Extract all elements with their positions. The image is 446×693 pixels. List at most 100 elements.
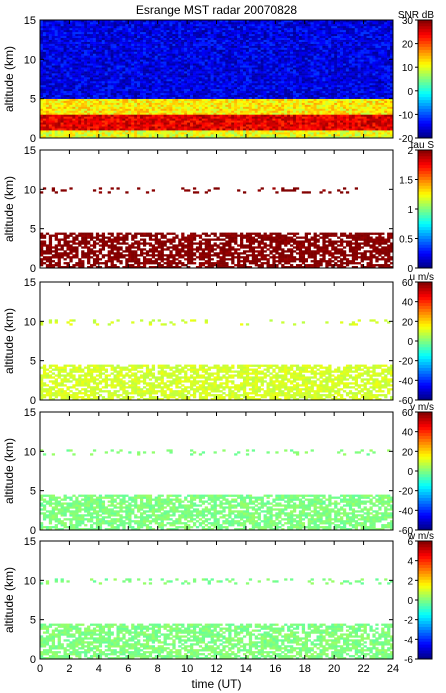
data-cell bbox=[75, 132, 79, 135]
data-cell bbox=[157, 77, 161, 80]
data-cell bbox=[101, 134, 106, 137]
data-cell bbox=[98, 25, 103, 29]
data-cell bbox=[266, 47, 270, 50]
data-cell bbox=[42, 94, 47, 97]
data-cell bbox=[75, 33, 79, 37]
data-cell bbox=[184, 43, 188, 46]
data-cell bbox=[175, 98, 179, 101]
data-cell bbox=[142, 75, 147, 78]
data-cell bbox=[145, 51, 150, 54]
data-cell bbox=[187, 108, 191, 111]
data-cell bbox=[272, 20, 276, 23]
data-cell bbox=[87, 53, 91, 56]
data-cell bbox=[207, 86, 211, 90]
data-cell bbox=[216, 90, 220, 94]
data-cell bbox=[116, 35, 120, 38]
data-cell bbox=[181, 47, 185, 50]
data-cell bbox=[228, 112, 232, 115]
data-cell bbox=[172, 106, 176, 109]
data-cell bbox=[69, 116, 73, 119]
data-cell bbox=[84, 45, 88, 48]
data-cell bbox=[242, 82, 247, 86]
data-cell bbox=[48, 88, 53, 92]
data-cell bbox=[222, 92, 226, 96]
data-cell bbox=[107, 80, 111, 84]
data-cell bbox=[266, 49, 270, 52]
data-cell bbox=[213, 118, 217, 121]
data-cell bbox=[151, 31, 156, 35]
data-cell bbox=[234, 132, 238, 135]
data-cell bbox=[237, 84, 241, 88]
data-cell bbox=[278, 45, 282, 48]
data-cell bbox=[63, 136, 67, 139]
data-cell bbox=[166, 49, 170, 52]
data-cell bbox=[222, 122, 226, 125]
data-cell bbox=[257, 106, 261, 109]
data-cell bbox=[198, 65, 203, 68]
data-cell bbox=[54, 122, 58, 125]
data-cell bbox=[122, 122, 126, 125]
data-cell bbox=[40, 126, 44, 129]
data-cell bbox=[51, 49, 56, 52]
data-cell bbox=[131, 128, 135, 131]
data-cell bbox=[251, 21, 256, 25]
data-cell bbox=[81, 33, 85, 37]
data-cell bbox=[78, 67, 82, 70]
data-cell bbox=[169, 45, 173, 48]
data-cell bbox=[204, 59, 208, 62]
data-cell bbox=[269, 33, 273, 37]
data-cell bbox=[119, 73, 123, 76]
data-cell bbox=[101, 49, 106, 52]
data-cell bbox=[181, 21, 185, 25]
data-cell bbox=[234, 77, 238, 80]
data-cell bbox=[75, 124, 79, 127]
data-cell bbox=[184, 77, 188, 80]
data-cell bbox=[213, 75, 217, 78]
data-cell bbox=[134, 63, 138, 66]
data-cell bbox=[254, 69, 258, 72]
data-cell bbox=[160, 31, 164, 35]
data-cell bbox=[237, 20, 241, 23]
data-cell bbox=[278, 33, 282, 37]
data-cell bbox=[169, 80, 173, 84]
data-cell bbox=[63, 112, 67, 115]
data-cell bbox=[272, 94, 276, 97]
data-cell bbox=[90, 118, 94, 121]
data-cell bbox=[54, 69, 58, 72]
data-cell bbox=[254, 61, 258, 64]
data-cell bbox=[90, 41, 94, 44]
data-cell bbox=[169, 47, 173, 50]
data-cell bbox=[125, 33, 129, 37]
data-cell bbox=[272, 75, 276, 78]
data-cell bbox=[60, 118, 64, 121]
data-cell bbox=[122, 59, 126, 62]
data-cell bbox=[216, 39, 220, 42]
data-cell bbox=[228, 45, 232, 48]
data-cell bbox=[119, 33, 123, 37]
data-cell bbox=[101, 63, 106, 66]
data-cell bbox=[110, 82, 114, 86]
data-cell bbox=[195, 59, 200, 62]
data-cell bbox=[137, 130, 141, 133]
data-cell bbox=[66, 118, 70, 121]
data-cell bbox=[251, 25, 256, 29]
data-cell bbox=[169, 114, 173, 117]
data-cell bbox=[166, 27, 170, 31]
data-cell bbox=[48, 67, 53, 70]
data-cell bbox=[119, 75, 123, 78]
data-cell bbox=[145, 41, 150, 44]
data-cell bbox=[42, 57, 47, 60]
data-cell bbox=[269, 130, 273, 133]
data-cell bbox=[40, 63, 44, 66]
data-cell bbox=[84, 114, 88, 117]
data-cell bbox=[163, 20, 167, 23]
data-cell bbox=[113, 23, 117, 27]
data-cell bbox=[178, 63, 182, 66]
data-cell bbox=[222, 49, 226, 52]
data-cell bbox=[260, 39, 264, 42]
data-cell bbox=[207, 112, 211, 115]
data-cell bbox=[195, 71, 200, 74]
data-cell bbox=[157, 39, 161, 42]
data-cell bbox=[248, 102, 253, 105]
